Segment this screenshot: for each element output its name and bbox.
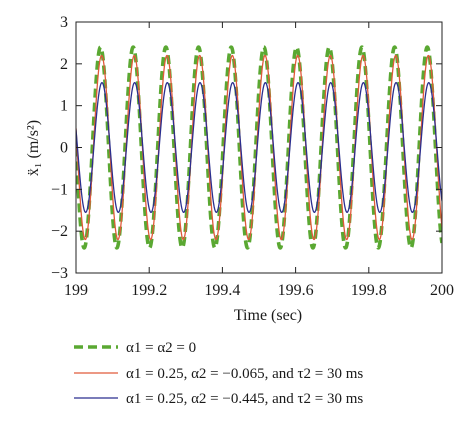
y-axis-title: ẍ₁ (m/s²) [25, 120, 42, 176]
x-tick-label: 199.4 [204, 282, 240, 299]
plot-area [76, 45, 442, 250]
y-tick-label: 0 [60, 140, 68, 157]
legend-label-2: α1 = 0.25, α2 = −0.065, and τ2 = 30 ms [126, 366, 363, 382]
y-tick-label: −3 [51, 265, 68, 282]
x-tick-label: 199.6 [278, 282, 314, 299]
x-tick-label: 199.8 [351, 282, 387, 299]
series-line-3 [76, 82, 442, 213]
x-axis-title: Time (sec) [234, 307, 302, 324]
axes: 199 199.2 199.4 199.6 199.8 200 −3 −2 −1 0 1 2 3 [51, 14, 454, 299]
y-tick-label: −2 [51, 223, 68, 240]
legend-label-1: α1 = α2 = 0 [126, 340, 196, 356]
y-tick-label: 2 [60, 56, 68, 73]
legend-label-3: α1 = 0.25, α2 = −0.445, and τ2 = 30 ms [126, 391, 363, 407]
x-tick-label: 199 [64, 282, 88, 299]
y-tick-label: 3 [60, 14, 68, 31]
legend: α1 = α2 = 0 α1 = 0.25, α2 = −0.065, and τ… [74, 340, 363, 407]
y-tick-label: −1 [51, 181, 68, 198]
y-tick-label: 1 [60, 98, 68, 115]
x-tick-label: 199.2 [131, 282, 167, 299]
series-line-2 [76, 54, 442, 241]
x-tick-label: 200 [430, 282, 454, 299]
